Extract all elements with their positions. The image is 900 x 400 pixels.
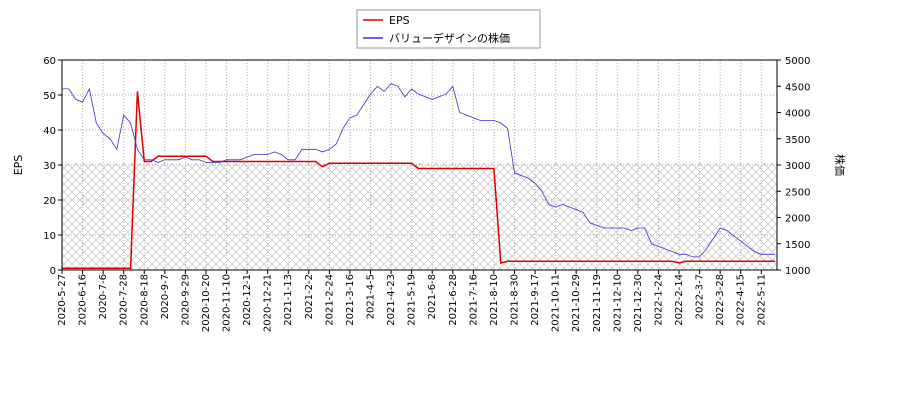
y-tick-label: 50 (43, 91, 56, 102)
y-tick-label: 30 (43, 161, 56, 172)
x-tick-label: 2021-2-24 (324, 274, 335, 326)
series-line (62, 83, 775, 258)
x-tick-label: 2021-6-28 (448, 274, 459, 326)
x-tick-label: 2022-2-14 (674, 274, 685, 326)
legend-label: バリューデザインの株価 (389, 31, 510, 45)
legend (356, 9, 541, 49)
y2-tick-label: 2500 (785, 187, 810, 198)
y-axis-label: EPS (12, 155, 25, 176)
x-tick-label: 2021-8-30 (509, 274, 520, 326)
y2-tick-label: 2000 (785, 214, 810, 225)
x-tick-label: 2022-5-11 (756, 274, 767, 326)
x-tick-label: 2021-8-10 (489, 274, 500, 326)
y2-tick-label: 1000 (785, 266, 810, 277)
x-tick-label: 2021-4-5 (366, 274, 377, 319)
y2-tick-label: 1500 (785, 240, 810, 251)
x-tick-label: 2021-5-19 (407, 274, 418, 326)
x-tick-label: 2021-1-13 (283, 274, 294, 326)
x-tick-label: 2021-10-29 (571, 274, 582, 332)
x-tick-label: 2022-1-24 (653, 274, 664, 326)
y-tick-label: 40 (43, 126, 56, 137)
x-tick-label: 2021-6-8 (427, 274, 438, 319)
x-tick-label: 2021-4-23 (386, 274, 397, 326)
y-tick-label: 10 (43, 231, 56, 242)
y2-tick-label: 3500 (785, 135, 810, 146)
x-tick-label: 2020-8-18 (139, 274, 150, 326)
y-tick-label: 60 (43, 56, 56, 67)
x-tick-label: 2021-3-16 (345, 274, 356, 326)
x-tick-label: 2020-7-28 (119, 274, 130, 326)
x-tick-label: 2022-3-7 (695, 274, 706, 319)
x-tick-label: 2021-2-2 (304, 274, 315, 319)
x-tick-label: 2020-11-10 (222, 274, 233, 332)
shaded-band (62, 163, 777, 270)
y-tick-label: 20 (43, 196, 56, 207)
x-tick-label: 2021-9-17 (530, 274, 541, 326)
y2-axis-label: 株価 (833, 154, 847, 176)
legend-label: EPS (389, 14, 410, 27)
y2-tick-label: 5000 (785, 56, 810, 67)
x-tick-label: 2022-3-28 (715, 274, 726, 326)
x-tick-label: 2020-7-6 (98, 274, 109, 319)
x-tick-label: 2020-9-29 (180, 274, 191, 326)
y-tick-label: 0 (50, 266, 56, 277)
x-tick-label: 2020-10-20 (201, 274, 212, 332)
x-tick-label: 2021-7-16 (468, 274, 479, 326)
x-tick-label: 2020-5-27 (57, 274, 68, 326)
x-tick-label: 2020-9-7 (160, 274, 171, 319)
x-tick-label: 2021-12-10 (612, 274, 623, 332)
x-tick-label: 2021-11-19 (592, 274, 603, 332)
x-tick-label: 2020-12-1 (242, 274, 253, 326)
x-tick-label: 2022-4-15 (736, 274, 747, 326)
x-tick-label: 2020-6-16 (78, 274, 89, 326)
y2-tick-label: 4500 (785, 82, 810, 93)
y2-tick-label: 4000 (785, 109, 810, 120)
x-tick-label: 2021-12-30 (633, 274, 644, 332)
x-tick-label: 2020-12-21 (263, 274, 274, 332)
x-tick-label: 2021-10-11 (551, 274, 562, 332)
series-line (62, 91, 775, 270)
y2-tick-label: 3000 (785, 161, 810, 172)
